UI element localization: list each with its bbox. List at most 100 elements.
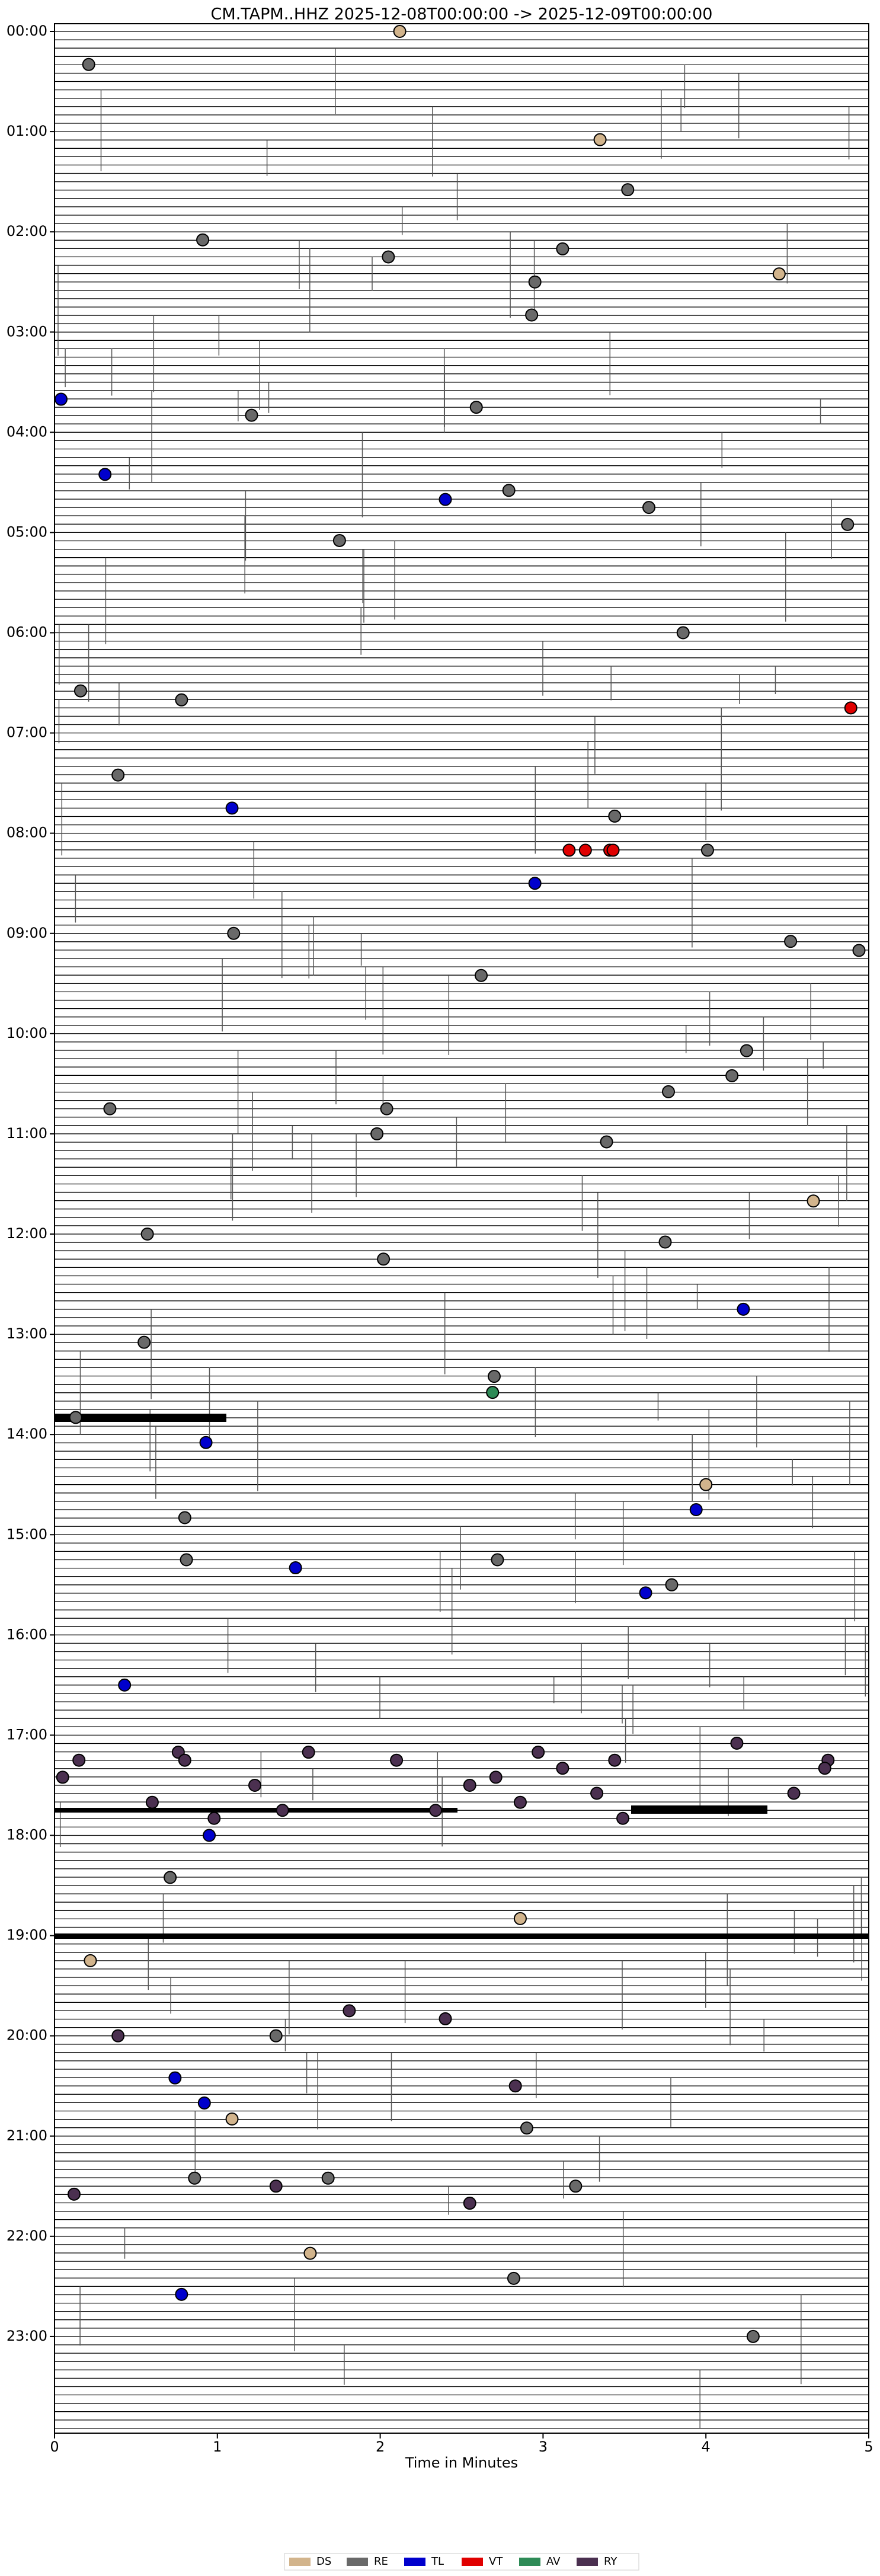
- event-marker: [807, 1194, 820, 1208]
- event-marker: [248, 1778, 262, 1792]
- y-tick-label: 05:00: [7, 523, 47, 540]
- event-marker: [600, 1135, 613, 1149]
- event-marker: [269, 2179, 283, 2193]
- y-tick-label: 15:00: [7, 1526, 47, 1542]
- y-tick-label: 13:00: [7, 1325, 47, 1342]
- event-marker: [852, 944, 866, 957]
- event-marker: [227, 926, 241, 940]
- chart-title: CM.TAPM..HHZ 2025-12-08T00:00:00 -> 2025…: [211, 5, 713, 24]
- y-tick-label: 16:00: [7, 1626, 47, 1642]
- y-tick-label: 07:00: [7, 724, 47, 741]
- x-tick-label: 0: [50, 2438, 59, 2455]
- event-marker: [332, 533, 346, 547]
- y-tick-label: 04:00: [7, 423, 47, 440]
- trace-rows: [55, 31, 869, 2429]
- event-marker: [203, 1829, 216, 1842]
- event-marker: [486, 1386, 500, 1399]
- y-tick-label: 17:00: [7, 1726, 47, 1743]
- x-tick-label: 3: [539, 2438, 548, 2455]
- event-marker: [491, 1553, 504, 1567]
- event-marker: [145, 1795, 159, 1809]
- event-marker: [164, 1871, 177, 1884]
- event-marker: [54, 392, 68, 406]
- legend-swatch: [347, 2558, 368, 2566]
- event-marker: [197, 2096, 211, 2110]
- legend-label: RE: [374, 2555, 388, 2568]
- event-marker: [343, 2004, 356, 2018]
- event-marker: [746, 2329, 760, 2343]
- event-marker: [72, 1753, 86, 1767]
- event-marker: [661, 1085, 675, 1098]
- event-marker: [370, 1127, 384, 1140]
- event-marker: [616, 1811, 630, 1825]
- event-marker: [56, 1770, 69, 1784]
- y-tick-label: 20:00: [7, 2027, 47, 2044]
- event-marker: [578, 843, 592, 857]
- x-tick-label: 2: [376, 2438, 385, 2455]
- event-marker: [199, 1436, 213, 1449]
- legend-swatch: [577, 2558, 598, 2566]
- event-marker: [532, 1746, 545, 1759]
- noise-burst: [55, 1414, 226, 1422]
- y-tick-label: 01:00: [7, 123, 47, 139]
- event-marker: [188, 2171, 201, 2185]
- noise-burst: [55, 1933, 869, 1939]
- y-tick-label: 08:00: [7, 824, 47, 841]
- event-marker: [303, 2246, 317, 2260]
- event-marker: [111, 768, 125, 782]
- event-marker: [140, 1228, 154, 1241]
- event-marker: [439, 2012, 452, 2025]
- event-marker: [178, 1753, 191, 1767]
- event-marker: [225, 2112, 239, 2126]
- legend-swatch: [404, 2558, 425, 2566]
- y-tick-label: 18:00: [7, 1827, 47, 1843]
- event-marker: [730, 1736, 744, 1750]
- event-marker: [689, 1503, 703, 1516]
- event-marker: [103, 1102, 117, 1116]
- event-marker: [513, 1912, 527, 1925]
- event-marker: [180, 1553, 193, 1567]
- y-tick-label: 06:00: [7, 624, 47, 641]
- y-tick-label: 12:00: [7, 1225, 47, 1242]
- event-marker: [207, 1811, 221, 1825]
- event-marker: [621, 183, 635, 197]
- seismogram-traces: [55, 31, 869, 2429]
- y-tick-label: 02:00: [7, 223, 47, 239]
- event-marker: [508, 2079, 522, 2093]
- event-marker: [784, 935, 798, 948]
- event-marker: [289, 1561, 302, 1575]
- event-marker: [98, 468, 112, 481]
- event-marker: [393, 25, 407, 38]
- event-marker: [665, 1578, 679, 1591]
- event-marker: [658, 1235, 672, 1249]
- event-marker: [737, 1302, 750, 1316]
- y-tick-label: 21:00: [7, 2127, 47, 2144]
- event-marker: [562, 843, 576, 857]
- event-marker: [520, 2121, 533, 2135]
- event-marker: [111, 2029, 125, 2043]
- event-marker: [474, 969, 488, 982]
- event-marker: [463, 1778, 476, 1792]
- x-tick-label: 4: [702, 2438, 711, 2455]
- legend-label: TL: [431, 2555, 444, 2568]
- noise-burst: [631, 1805, 767, 1814]
- event-marker: [787, 1786, 801, 1800]
- event-marker: [276, 1804, 289, 1817]
- event-marker: [245, 408, 258, 422]
- event-marker: [487, 1370, 501, 1383]
- event-marker: [642, 501, 656, 514]
- event-marker: [175, 693, 188, 707]
- event-marker: [178, 1511, 191, 1524]
- legend-label: RY: [604, 2555, 617, 2568]
- event-marker: [772, 267, 786, 281]
- event-marker: [469, 401, 483, 414]
- y-tick-label: 19:00: [7, 1927, 47, 1944]
- y-tick-label: 03:00: [7, 323, 47, 340]
- legend-label: AV: [546, 2555, 561, 2568]
- event-marker: [225, 801, 239, 815]
- x-axis-label: Time in Minutes: [405, 2454, 518, 2471]
- event-marker: [844, 701, 857, 715]
